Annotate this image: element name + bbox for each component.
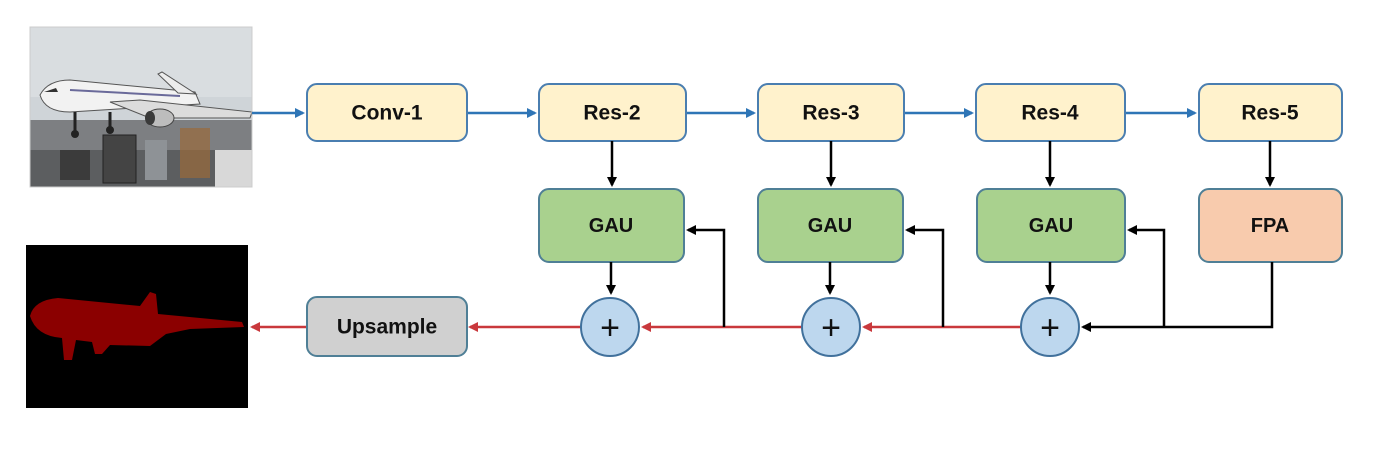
stage-res-2-label: Res-2 [583,102,640,125]
sum-node-1: + [580,297,640,357]
output-segmentation-mask [26,245,248,408]
stage-conv-1: Conv-1 [306,83,468,142]
stage-res-3-label: Res-3 [802,102,859,125]
sum-nodes: + + + [580,297,1080,357]
fpa-module-label: FPA [1251,215,1290,237]
stage-res-2: Res-2 [538,83,687,142]
mask-airplane-silhouette [30,292,244,360]
gau-module-1: GAU [538,188,685,263]
sum-node-2-symbol: + [821,309,841,347]
gau-module-3: GAU [976,188,1126,263]
stage-res-4-label: Res-4 [1021,102,1079,125]
stage-to-module-arrows [607,141,1275,187]
stage-res-3: Res-3 [757,83,905,142]
sum-node-2: + [801,297,861,357]
sum-node-1-symbol: + [600,309,620,347]
sum-node-3: + [1020,297,1080,357]
gau-module-1-label: GAU [589,215,633,237]
stage-res-5: Res-5 [1198,83,1343,142]
stage-res-5-label: Res-5 [1241,102,1299,125]
stage-conv-1-label: Conv-1 [351,102,422,125]
feedback-arrows [686,225,1274,332]
stage-res-4: Res-4 [975,83,1126,142]
upsample-module: Upsample [306,296,468,357]
gau-module-2: GAU [757,188,904,263]
gau-module-3-label: GAU [1029,215,1073,237]
gau-modules: GAU GAU GAU FPA [538,188,1343,263]
gau-module-2-label: GAU [808,215,852,237]
sum-node-3-symbol: + [1040,309,1060,347]
input-airplane-image [29,26,253,188]
backbone-stages: Conv-1 Res-2 Res-3 Res-4 Res-5 [306,83,1343,142]
gau-to-sum-arrows [606,262,1055,295]
fpa-module: FPA [1198,188,1343,263]
upsample-label: Upsample [337,316,437,339]
